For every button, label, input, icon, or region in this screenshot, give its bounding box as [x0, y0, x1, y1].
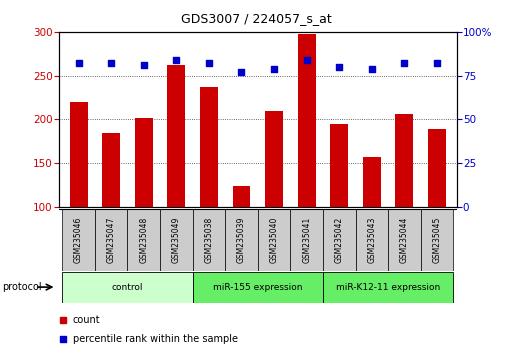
Bar	[396, 114, 413, 295]
Point	[107, 61, 115, 66]
Text: GSM235047: GSM235047	[107, 217, 115, 263]
Bar	[70, 102, 88, 295]
Bar	[232, 186, 250, 295]
Point	[335, 64, 343, 70]
Text: protocol: protocol	[3, 282, 42, 292]
Bar	[388, 209, 421, 271]
Bar	[323, 272, 453, 303]
Bar	[330, 124, 348, 295]
Text: GSM235041: GSM235041	[302, 217, 311, 263]
Bar	[167, 65, 185, 295]
Point	[368, 66, 376, 72]
Bar	[428, 129, 446, 295]
Text: count: count	[73, 315, 101, 325]
Text: GSM235043: GSM235043	[367, 217, 377, 263]
Point	[238, 69, 246, 75]
Text: GSM235048: GSM235048	[139, 217, 148, 263]
Text: GSM235039: GSM235039	[237, 217, 246, 263]
Bar	[160, 209, 192, 271]
Text: miR-K12-11 expression: miR-K12-11 expression	[336, 282, 440, 292]
Bar	[135, 118, 153, 295]
Text: GDS3007 / 224057_s_at: GDS3007 / 224057_s_at	[181, 12, 332, 25]
Bar	[323, 209, 356, 271]
Text: GSM235046: GSM235046	[74, 217, 83, 263]
Point	[59, 336, 67, 341]
Bar	[62, 209, 95, 271]
Bar	[363, 157, 381, 295]
Point	[400, 61, 408, 66]
Point	[433, 61, 441, 66]
Bar	[200, 87, 218, 295]
Bar	[127, 209, 160, 271]
Bar	[95, 209, 127, 271]
Bar	[290, 209, 323, 271]
Bar	[62, 272, 192, 303]
Point	[59, 317, 67, 323]
Text: GSM235042: GSM235042	[335, 217, 344, 263]
Text: GSM235049: GSM235049	[172, 217, 181, 263]
Text: GSM235038: GSM235038	[204, 217, 213, 263]
Text: miR-155 expression: miR-155 expression	[213, 282, 303, 292]
Point	[270, 66, 278, 72]
Bar	[356, 209, 388, 271]
Bar	[102, 133, 120, 295]
Text: GSM235045: GSM235045	[432, 217, 442, 263]
Point	[303, 57, 311, 63]
Bar	[265, 111, 283, 295]
Bar	[192, 209, 225, 271]
Bar	[298, 34, 315, 295]
Point	[140, 62, 148, 68]
Bar	[258, 209, 290, 271]
Point	[74, 61, 83, 66]
Text: percentile rank within the sample: percentile rank within the sample	[73, 333, 238, 344]
Point	[172, 57, 181, 63]
Text: control: control	[112, 282, 143, 292]
Point	[205, 61, 213, 66]
Bar	[192, 272, 323, 303]
Bar	[225, 209, 258, 271]
Bar	[421, 209, 453, 271]
Text: GSM235044: GSM235044	[400, 217, 409, 263]
Text: GSM235040: GSM235040	[269, 217, 279, 263]
